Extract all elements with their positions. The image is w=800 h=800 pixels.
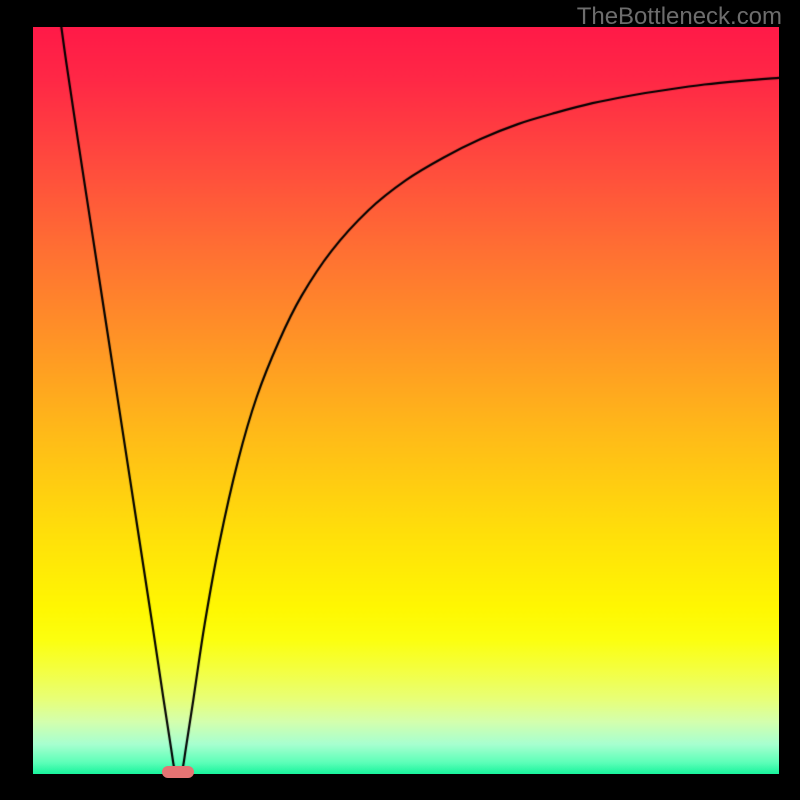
bottleneck-curve xyxy=(33,27,779,774)
optimum-marker xyxy=(162,766,194,778)
plot-area xyxy=(33,27,779,774)
chart-frame: TheBottleneck.com xyxy=(0,0,800,800)
